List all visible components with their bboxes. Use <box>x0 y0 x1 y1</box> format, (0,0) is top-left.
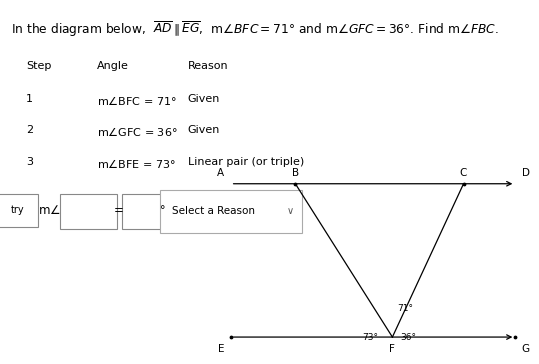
Text: ∨: ∨ <box>287 206 294 216</box>
FancyBboxPatch shape <box>60 194 117 229</box>
FancyBboxPatch shape <box>0 194 38 227</box>
Text: 1: 1 <box>26 94 33 104</box>
Text: m$\angle$GFC = 36°: m$\angle$GFC = 36° <box>97 125 178 138</box>
Text: m$\angle$: m$\angle$ <box>38 204 61 217</box>
Text: Reason: Reason <box>188 61 228 71</box>
Text: E: E <box>218 344 224 354</box>
Text: F: F <box>390 344 395 354</box>
Text: 73°: 73° <box>362 333 378 342</box>
Text: Select a Reason: Select a Reason <box>172 206 255 216</box>
Text: Given: Given <box>188 94 220 104</box>
Text: m$\angle$BFE = 73°: m$\angle$BFE = 73° <box>97 157 176 170</box>
Text: A: A <box>217 168 224 178</box>
Text: Angle: Angle <box>97 61 129 71</box>
Text: D: D <box>522 168 530 178</box>
Text: °: ° <box>160 205 165 215</box>
Text: Given: Given <box>188 125 220 135</box>
Text: m$\angle$BFC = 71°: m$\angle$BFC = 71° <box>97 94 177 107</box>
Text: =: = <box>114 204 123 217</box>
Text: In the diagram below,  $\overline{AD} \parallel \overline{EG}$,  m$\angle BFC = : In the diagram below, $\overline{AD} \pa… <box>11 20 499 39</box>
Text: 71°: 71° <box>397 304 413 313</box>
Text: Step: Step <box>26 61 51 71</box>
Text: 2: 2 <box>26 125 33 135</box>
FancyBboxPatch shape <box>122 194 164 229</box>
Text: C: C <box>460 168 467 178</box>
Text: B: B <box>292 168 299 178</box>
FancyBboxPatch shape <box>161 190 302 233</box>
Text: 3: 3 <box>26 157 33 167</box>
Text: G: G <box>522 344 530 354</box>
Text: 36°: 36° <box>400 333 417 342</box>
Text: try: try <box>11 205 24 215</box>
Text: Linear pair (or triple): Linear pair (or triple) <box>188 157 304 167</box>
